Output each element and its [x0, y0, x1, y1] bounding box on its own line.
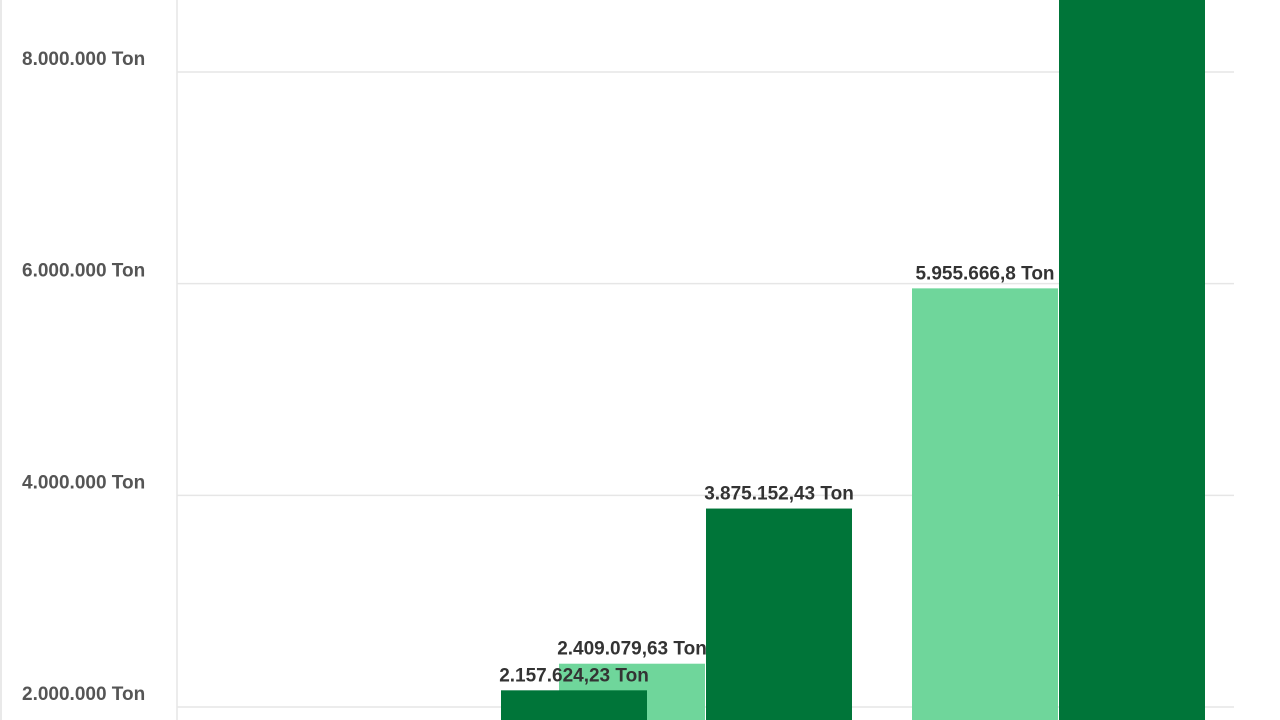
bar — [501, 690, 647, 720]
y-axis-ticks: 2.000.000 Ton 4.000.000 Ton 6.000.000 Ton 8… — [22, 49, 145, 705]
bar-value-label: 2.157.624,23 Ton — [499, 665, 649, 686]
bar — [912, 288, 1058, 720]
bar-value-label: 5.955.666,8 Ton — [915, 263, 1054, 284]
bar — [1059, 0, 1205, 720]
bar-value-label: 2.409.079,63 Ton — [557, 639, 707, 660]
bars — [501, 0, 1205, 720]
y-tick-label: 8.000.000 Ton — [22, 49, 145, 70]
data-labels: 2.409.079,63 Ton 5.955.666,8 Ton 2.157.624… — [499, 263, 1054, 686]
y-tick-label: 6.000.000 Ton — [22, 261, 145, 282]
bar-value-label: 3.875.152,43 Ton — [704, 484, 854, 505]
bar — [706, 508, 852, 720]
y-tick-label: 2.000.000 Ton — [22, 684, 145, 705]
y-tick-label: 4.000.000 Ton — [22, 472, 145, 493]
